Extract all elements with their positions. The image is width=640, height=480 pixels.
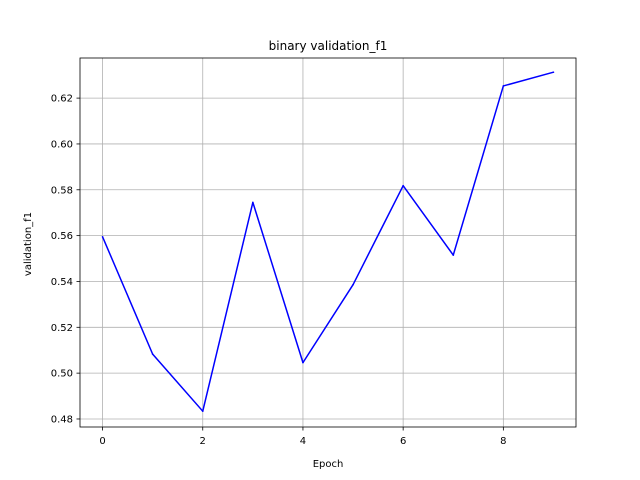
y-tick-label: 0.52	[51, 323, 73, 334]
data-point	[151, 353, 154, 355]
x-tick-label: 6	[400, 436, 406, 447]
plot-area-frame	[79, 57, 577, 428]
chart-title: binary validation_f1	[269, 39, 388, 53]
data-point	[101, 235, 104, 238]
data-point	[352, 283, 354, 286]
grid	[80, 58, 576, 427]
x-tick-label: 4	[300, 436, 306, 447]
data-point	[252, 201, 254, 204]
y-tick-label: 0.62	[51, 94, 73, 105]
y-tick-label: 0.60	[51, 139, 73, 150]
y-tick-label: 0.58	[51, 185, 73, 196]
x-axis-label: Epoch	[313, 459, 344, 470]
x-tick-label: 2	[200, 436, 206, 447]
data-point	[502, 85, 505, 87]
y-tick-label: 0.54	[51, 277, 73, 288]
data-point	[552, 71, 555, 74]
series-layer	[101, 71, 555, 412]
y-axis-label: validation_f1	[23, 212, 34, 276]
data-point	[452, 254, 455, 256]
data-point	[302, 361, 304, 364]
x-tick-label: 0	[99, 436, 105, 447]
data-point	[201, 410, 204, 412]
y-tick-label: 0.56	[51, 231, 73, 242]
series-line	[101, 71, 554, 412]
y-tick-label: 0.48	[51, 414, 73, 425]
x-tick-label: 8	[500, 436, 506, 447]
data-point	[402, 184, 404, 187]
y-tick-label: 0.50	[51, 369, 73, 380]
axis-ticks: 0 2 4 6 8 0.48 0.50 0.52 0.54 0.56 0.58 0.60 0.62	[51, 94, 507, 447]
